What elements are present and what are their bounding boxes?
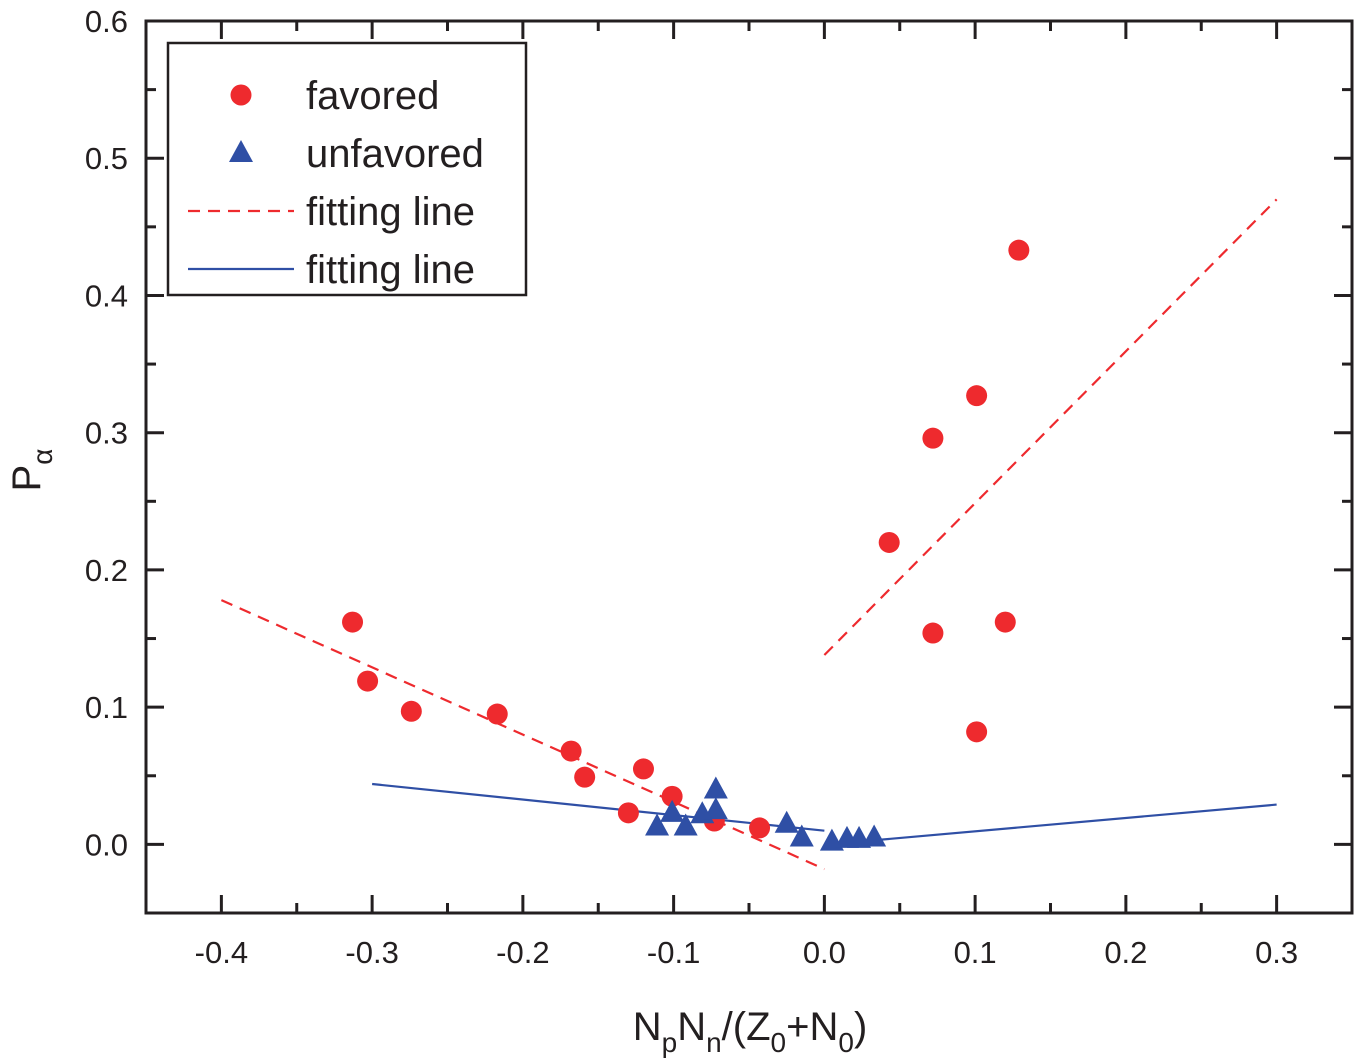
unfavored-point [774,810,799,833]
x-axis-label-part: n [706,1027,722,1058]
favored-point [966,385,988,407]
favored-point [486,703,508,725]
favored-point [994,611,1016,633]
x-axis-label-part: N [633,1005,662,1049]
y-tick-label: 0.1 [85,690,128,725]
legend-label: unfavored [306,132,484,176]
y-tick-label: 0.3 [85,416,128,451]
favored-point [922,427,944,449]
x-tick-label: 0.3 [1255,935,1298,970]
x-axis-label-part: +N [786,1005,838,1049]
legend-unfavored-marker [229,140,253,162]
x-tick-label: -0.1 [647,935,700,970]
legend-favored-marker [230,84,252,106]
red-fitting-line [220,599,825,871]
y-tick-label: 0.5 [85,141,128,176]
favored-point [342,611,364,633]
favored-point [749,817,771,839]
favored-point [574,766,596,788]
x-tick-label: -0.4 [195,935,248,970]
x-tick-label: 0.2 [1104,935,1147,970]
favored-point [400,700,422,722]
unfavored-point [703,776,728,799]
x-axis-label: NpNn/(Z0+N0) [633,1005,868,1058]
y-axis-label: Pα [5,449,58,492]
favored-point [1008,239,1030,261]
blue-fitting-line [372,782,825,832]
favored-point [617,802,639,824]
blue-fitting-line [874,803,1277,842]
legend: favored unfavored fitting line fitting line [166,41,528,297]
x-axis-label-part: N [677,1005,706,1049]
y-tick-label: 0.2 [85,553,128,588]
y-axis-label-sub: α [27,449,58,465]
unfavored-point [645,813,670,836]
x-axis-label-part: p [662,1027,678,1058]
legend-box [166,41,528,297]
unfavored-point [862,824,887,847]
x-axis-label-part: ) [854,1005,867,1049]
legend-label: fitting line [306,190,475,234]
x-tick-label: -0.2 [496,935,549,970]
red-fitting-line [823,198,1278,656]
legend-label: favored [306,74,439,118]
favored-point [966,721,988,743]
x-axis-label-part: 0 [771,1027,787,1058]
favored-point [357,670,379,692]
x-tick-label: 0.0 [803,935,846,970]
unfavored-point [789,824,814,847]
legend-label: fitting line [306,248,475,292]
x-tick-label: -0.3 [345,935,398,970]
favored-point [560,740,582,762]
favored-point [878,531,900,553]
x-axis-label-part: /(Z [722,1005,771,1049]
unfavored-point [703,797,728,820]
favored-point [661,785,683,807]
y-tick-label: 0.0 [85,827,128,862]
unfavored-point [673,813,698,836]
favored-point [632,758,654,780]
y-tick-label: 0.6 [85,4,128,39]
favored-point [922,622,944,644]
y-axis-label-main: P [5,465,49,492]
y-tick-label: 0.4 [85,278,128,313]
x-tick-label: 0.1 [954,935,997,970]
unfavored-point [660,799,685,822]
x-axis-label-part: 0 [838,1027,854,1058]
